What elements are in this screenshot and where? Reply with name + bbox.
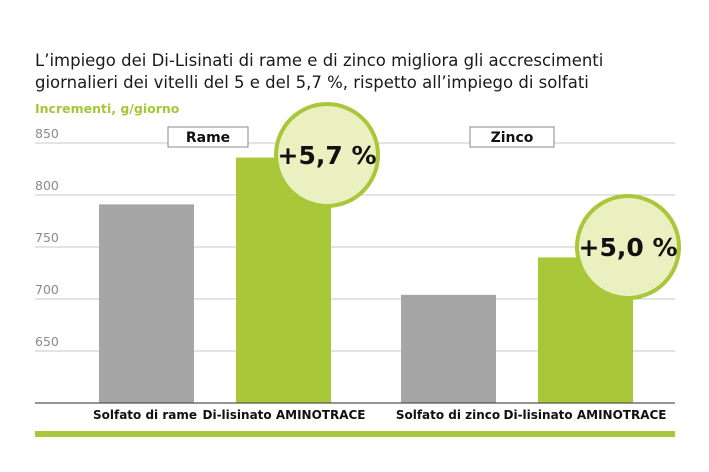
y-tick-label: 650 <box>35 334 59 349</box>
category-labels: Solfato di rame Di-lisinato AMINOTRACE Sol… <box>93 408 667 422</box>
group-labels: Rame Zinco <box>167 126 555 148</box>
y-axis-label: Incrementi, g/giorno <box>35 101 180 116</box>
category-label: Di-lisinato AMINOTRACE <box>504 408 667 422</box>
percent-badge-label: +5,0 % <box>579 233 678 262</box>
chart-title-line-1: L’impiego dei Di-Lisinati di rame e di z… <box>35 51 603 70</box>
bar-solfato <box>401 294 496 403</box>
category-label: Solfato di rame <box>93 408 197 422</box>
group-label: Zinco <box>491 130 534 146</box>
y-tick-label: 750 <box>35 230 59 245</box>
percent-badge-circle <box>575 194 681 300</box>
bars <box>99 157 633 403</box>
y-tick-label: 800 <box>35 178 59 193</box>
y-ticks: 650 700 750 800 850 <box>35 126 59 349</box>
bottom-accent-band <box>35 431 675 437</box>
chart-title-line-2: giornalieri dei vitelli del 5 e del 5,7 … <box>35 73 589 92</box>
bar-solfato <box>99 204 194 403</box>
percent-badges: +5,7 % +5,0 % <box>274 102 681 300</box>
percent-badge-circle <box>274 102 380 208</box>
group-label: Rame <box>186 130 230 146</box>
category-label: Solfato di zinco <box>396 408 500 422</box>
y-tick-label: 700 <box>35 282 59 297</box>
group-label-box <box>469 126 555 148</box>
percent-badge-label: +5,7 % <box>278 141 377 170</box>
category-label: Di-lisinato AMINOTRACE <box>203 408 366 422</box>
group-label-box <box>167 126 249 148</box>
y-tick-label: 850 <box>35 126 59 141</box>
